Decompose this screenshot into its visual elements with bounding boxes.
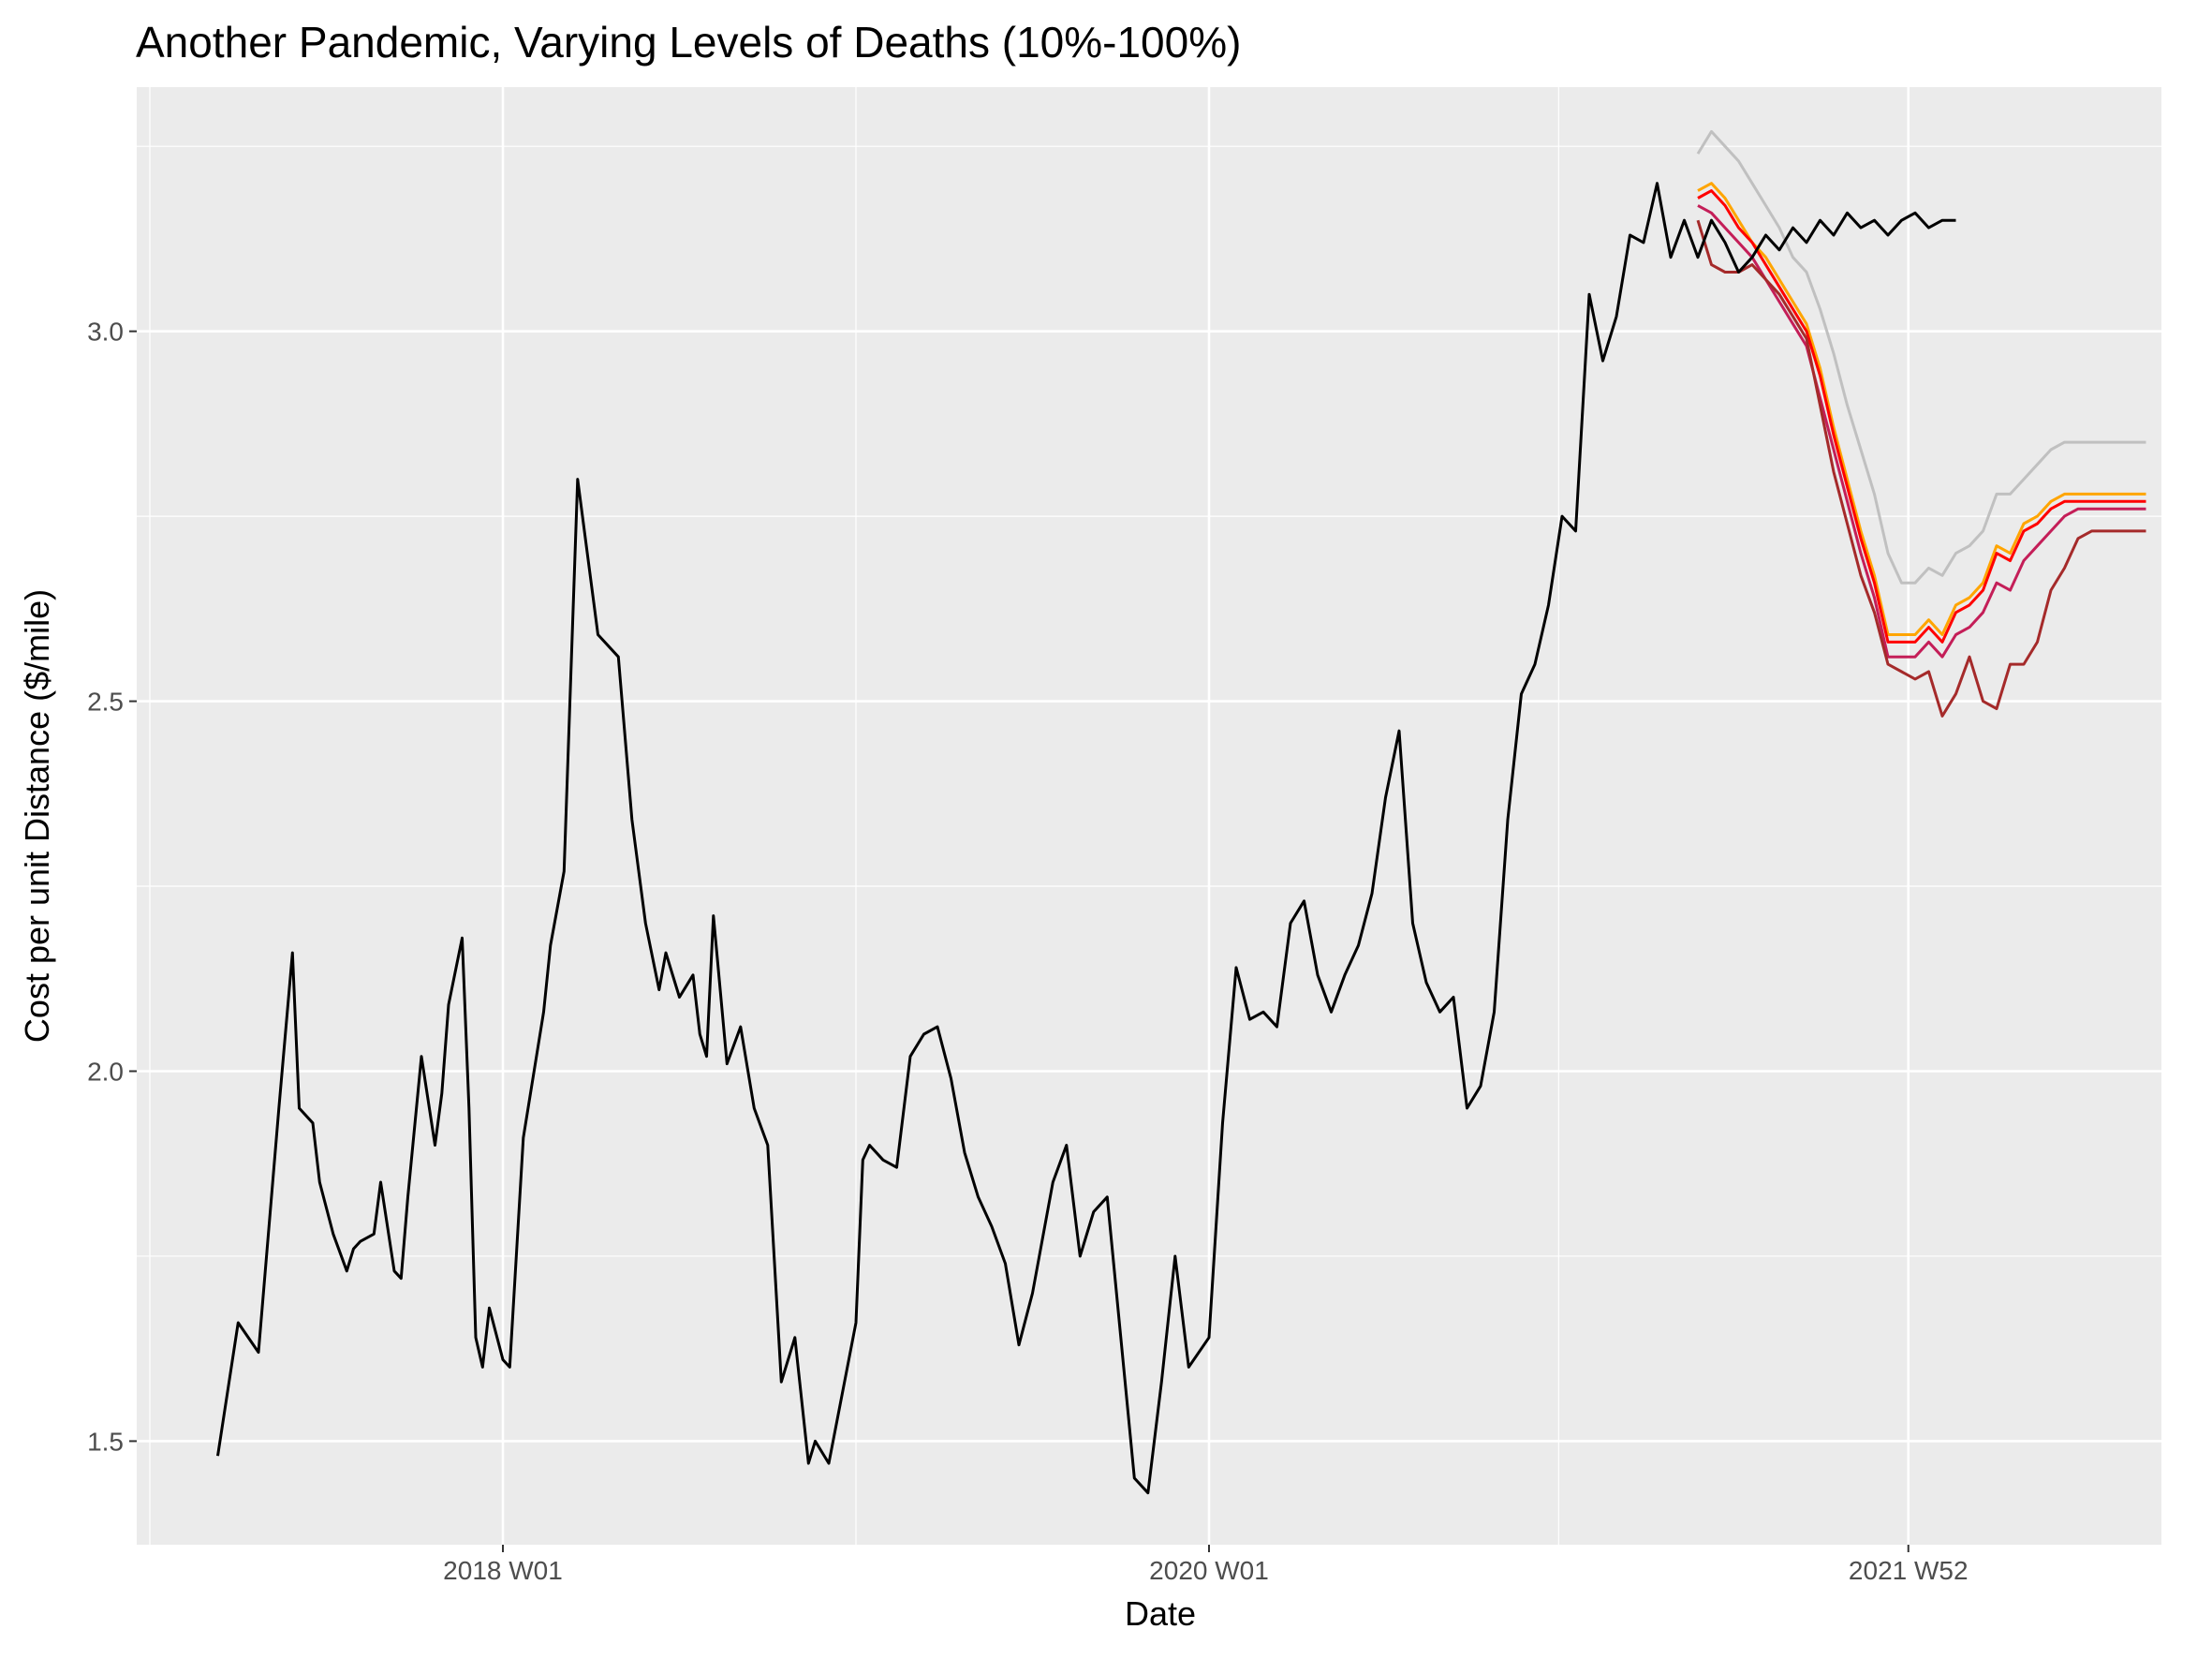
- y-tick-label: 2.0: [87, 1057, 124, 1086]
- x-tick-label: 2021 W52: [1849, 1556, 1969, 1585]
- forecast-line-4: [1697, 204, 2146, 659]
- y-axis-title: Cost per unit Distance ($/mile): [18, 589, 56, 1043]
- grid-major: [137, 87, 2161, 1545]
- plot-panel: [137, 87, 2161, 1545]
- x-tick-label: 2020 W01: [1149, 1556, 1269, 1585]
- history-line: [216, 182, 1956, 1495]
- y-tick-label: 3.0: [87, 318, 124, 347]
- y-axis: 1.5 2.0 2.5 3.0: [87, 318, 137, 1456]
- y-tick-label: 2.5: [87, 688, 124, 717]
- series-layer: [216, 129, 2146, 1495]
- y-tick-label: 1.5: [87, 1427, 124, 1456]
- forecast-line-3: [1697, 189, 2146, 644]
- x-axis-title: Date: [1125, 1594, 1196, 1633]
- forecast-line-1: [1696, 129, 2146, 585]
- forecast-line-5: [1696, 219, 2146, 718]
- x-tick-label: 2018 W01: [443, 1556, 563, 1585]
- x-axis: 2018 W01 2020 W01 2021 W52: [443, 1545, 1969, 1585]
- forecast-line-2: [1697, 182, 2146, 636]
- chart-title: Another Pandemic, Varying Levels of Deat…: [136, 18, 1242, 67]
